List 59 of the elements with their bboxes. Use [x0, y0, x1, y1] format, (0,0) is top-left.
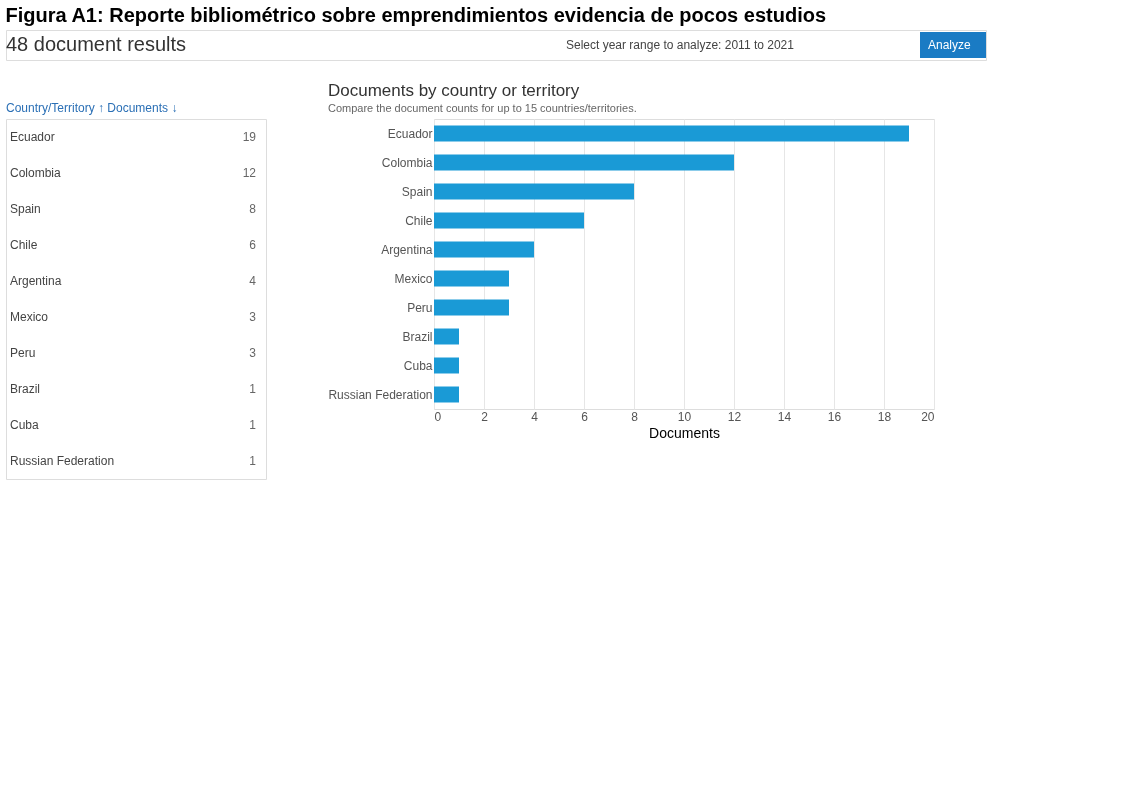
y-tick-label: Mexico [394, 271, 433, 286]
y-tick-label: Argentina [381, 242, 433, 257]
category-label: Spain [10, 202, 41, 216]
bar [434, 154, 734, 171]
category-label: Chile [10, 238, 38, 252]
data-label: 1 [249, 418, 257, 432]
x-tick-label: 2 [481, 409, 489, 424]
x-tick-label: 14 [777, 409, 792, 424]
data-label: 3 [249, 310, 257, 324]
text: Figura A1: Reporte bibliométrico sobre emprendimientos evidencia de pocos estudios [5, 3, 827, 26]
y-tick-label: Ecuador [387, 126, 433, 141]
data-label: 1 [249, 454, 257, 468]
x-tick-label: 20 [921, 409, 935, 424]
bar [434, 125, 909, 142]
x-tick-label: 0 [434, 409, 442, 424]
x-tick-label: 8 [631, 409, 639, 424]
x-tick-label: 10 [677, 409, 692, 424]
category-label: Colombia [10, 166, 62, 180]
data-label: 6 [249, 238, 257, 252]
category-label: Brazil [10, 382, 41, 396]
y-tick-label: Peru [407, 300, 433, 315]
bar [434, 357, 459, 374]
x-axis-title: Documents [649, 424, 720, 441]
data-label: 19 [242, 130, 257, 144]
x-tick-label: 18 [877, 409, 892, 424]
x-tick-label: 16 [827, 409, 842, 424]
x-tick-label: 4 [531, 409, 539, 424]
bar [434, 270, 509, 287]
category-label: Russian Federation [10, 454, 115, 468]
bar [434, 299, 509, 316]
y-tick-label: Cuba [403, 358, 433, 373]
y-tick-label: Russian Federation [328, 387, 433, 402]
category-label: Peru [10, 346, 36, 360]
bar [434, 241, 534, 258]
chart-title: Documents by country or territory [327, 81, 580, 100]
chart-subtitle: Compare the document counts for up to 15 countries/territories. [327, 102, 637, 114]
category-label: Ecuador [10, 130, 55, 144]
data-label: 3 [249, 346, 257, 360]
bar [434, 183, 634, 200]
category-label: Cuba [10, 418, 40, 432]
data-label: 8 [249, 202, 257, 216]
text: 48 document results [6, 33, 187, 55]
data-label: 1 [249, 382, 257, 396]
x-tick-label: 6 [581, 409, 589, 424]
y-tick-label: Brazil [402, 329, 433, 344]
data-label: 12 [242, 166, 257, 180]
text: Country/Territory ↑ Documents ↓ [6, 101, 178, 115]
data-label: 4 [249, 274, 257, 288]
x-tick-label: 12 [727, 409, 742, 424]
bar [434, 328, 459, 345]
text: Analyze [928, 38, 972, 52]
y-tick-label: Spain [401, 184, 433, 199]
y-tick-label: Chile [405, 213, 433, 228]
bar [434, 212, 584, 229]
category-label: Mexico [10, 310, 49, 324]
text: Select year range to analyze: 2011 to 2021 [566, 38, 795, 52]
category-label: Argentina [10, 274, 62, 288]
bar [434, 386, 459, 403]
y-tick-label: Colombia [381, 155, 433, 170]
